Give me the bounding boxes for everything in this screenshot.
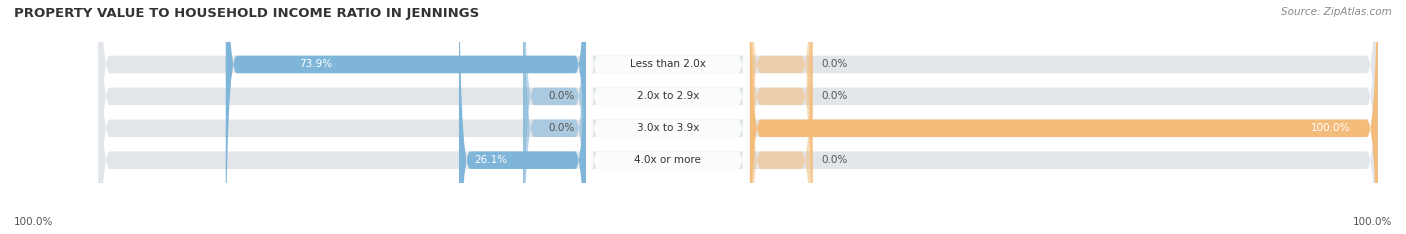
Text: 100.0%: 100.0% [1353,217,1392,227]
Text: 100.0%: 100.0% [14,217,53,227]
Text: 0.0%: 0.0% [821,59,848,69]
Text: 26.1%: 26.1% [474,155,508,165]
FancyBboxPatch shape [586,0,749,234]
Text: 3.0x to 3.9x: 3.0x to 3.9x [637,123,699,133]
Text: 2.0x to 2.9x: 2.0x to 2.9x [637,91,699,101]
FancyBboxPatch shape [749,0,813,234]
Text: PROPERTY VALUE TO HOUSEHOLD INCOME RATIO IN JENNINGS: PROPERTY VALUE TO HOUSEHOLD INCOME RATIO… [14,7,479,20]
Text: 0.0%: 0.0% [548,123,575,133]
Legend: Without Mortgage, With Mortgage: Without Mortgage, With Mortgage [540,231,782,234]
FancyBboxPatch shape [749,0,813,234]
Text: 0.0%: 0.0% [821,155,848,165]
FancyBboxPatch shape [98,0,1378,234]
Text: 0.0%: 0.0% [821,91,848,101]
FancyBboxPatch shape [98,0,1378,234]
Text: Source: ZipAtlas.com: Source: ZipAtlas.com [1281,7,1392,17]
FancyBboxPatch shape [749,0,1378,234]
FancyBboxPatch shape [226,0,586,234]
Text: 4.0x or more: 4.0x or more [634,155,702,165]
FancyBboxPatch shape [98,0,1378,234]
FancyBboxPatch shape [523,0,586,234]
FancyBboxPatch shape [586,0,749,234]
FancyBboxPatch shape [586,0,749,234]
FancyBboxPatch shape [98,0,1378,234]
FancyBboxPatch shape [458,0,586,234]
FancyBboxPatch shape [586,0,749,234]
Text: 100.0%: 100.0% [1310,123,1350,133]
Text: 73.9%: 73.9% [299,59,332,69]
Text: Less than 2.0x: Less than 2.0x [630,59,706,69]
FancyBboxPatch shape [749,0,813,234]
Text: 0.0%: 0.0% [548,91,575,101]
FancyBboxPatch shape [523,0,586,234]
